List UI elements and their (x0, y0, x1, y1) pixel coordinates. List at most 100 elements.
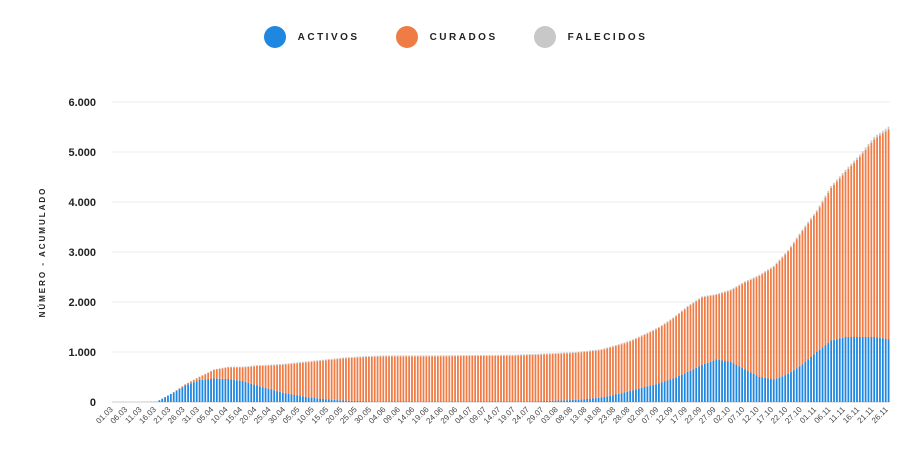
bar-falecidos (772, 265, 775, 267)
bar-activos (264, 387, 267, 402)
bar-curados (749, 279, 752, 373)
bar-curados (873, 139, 876, 337)
bar-activos (368, 401, 370, 402)
bar-curados (569, 353, 571, 401)
bar-falecidos (752, 277, 755, 279)
bar-activos (792, 370, 795, 402)
bar-activos (735, 365, 738, 402)
bar-curados (290, 363, 293, 395)
legend-item-curados[interactable]: CURADOS (395, 26, 498, 48)
bar-falecidos (778, 259, 781, 261)
bar-activos (815, 352, 818, 402)
bar-falecidos (528, 354, 531, 355)
bar-activos (304, 396, 307, 402)
x-tick-label: 26.11 (870, 405, 890, 425)
bar-activos (534, 401, 537, 402)
bar-activos (192, 382, 195, 402)
bar-curados (302, 362, 304, 397)
bar-activos (617, 393, 620, 402)
bar-falecidos (867, 143, 870, 147)
bar-activos (629, 391, 632, 402)
bar-falecidos (508, 354, 511, 356)
bar-curados (184, 384, 187, 386)
bar-falecidos (769, 267, 772, 269)
bar-falecidos (583, 351, 586, 352)
bar-falecidos (660, 325, 663, 327)
bar-falecidos (482, 354, 485, 356)
bar-curados (772, 267, 775, 380)
bar-falecidos (213, 369, 215, 370)
bar-falecidos (603, 348, 606, 350)
bar-activos (370, 401, 373, 402)
bar-falecidos (729, 289, 732, 291)
bar-falecidos (813, 214, 815, 216)
bar-activos (594, 398, 597, 402)
bar-falecidos (293, 362, 296, 364)
bar-curados (459, 356, 462, 402)
bar-curados (548, 354, 551, 401)
bar-falecidos (703, 295, 706, 297)
bar-curados (256, 366, 258, 386)
bar-activos (879, 338, 881, 402)
bar-curados (790, 247, 792, 373)
bar-curados (362, 357, 365, 402)
legend-item-falecidos[interactable]: FALECIDOS (533, 26, 648, 48)
bar-activos (749, 372, 752, 402)
bar-curados (637, 337, 640, 389)
bar-falecidos (459, 355, 462, 357)
bar-activos (485, 401, 488, 402)
bar-activos (347, 400, 350, 402)
bar-falecidos (554, 352, 557, 354)
bar-falecidos (706, 295, 709, 297)
bar-falecidos (416, 355, 419, 357)
y-tick-label: 2.000 (68, 297, 96, 309)
bar-curados (735, 287, 738, 365)
bar-activos (207, 379, 210, 402)
bar-falecidos (747, 280, 749, 282)
bar-curados (537, 354, 540, 402)
bar-activos (514, 401, 517, 402)
bar-activos (712, 360, 715, 402)
bar-activos (362, 401, 365, 402)
bar-curados (833, 184, 835, 340)
bar-activos (640, 387, 643, 402)
bar-falecidos (327, 359, 330, 360)
bar-falecidos (784, 253, 787, 255)
bar-activos (213, 378, 215, 402)
bar-falecidos (698, 298, 700, 300)
bar-activos (787, 374, 789, 402)
bar-curados (451, 356, 454, 402)
bar-curados (198, 377, 201, 380)
bar-curados (465, 356, 468, 402)
legend: ACTIVOS CURADOS FALECIDOS (0, 26, 911, 48)
legend-item-activos[interactable]: ACTIVOS (263, 26, 360, 48)
bar-activos (798, 366, 801, 402)
bar-falecidos (494, 354, 497, 356)
bar-activos (583, 399, 586, 402)
bar-activos (531, 401, 534, 402)
bar-curados (609, 347, 611, 396)
bar-curados (388, 356, 390, 402)
bar-falecidos (256, 365, 258, 366)
bar-falecidos (396, 355, 399, 357)
y-tick-label: 5.000 (68, 147, 96, 159)
bar-curados (218, 369, 221, 379)
bar-activos (296, 395, 299, 402)
bar-activos (273, 390, 276, 402)
bar-activos (729, 362, 732, 402)
bar-falecidos (617, 344, 620, 346)
bar-falecidos (540, 353, 543, 355)
bar-activos (238, 380, 241, 402)
bar-curados (571, 353, 574, 400)
bar-activos (299, 396, 301, 402)
bar-curados (327, 360, 330, 400)
bar-curados (379, 356, 382, 402)
bar-curados (858, 157, 861, 337)
bar-activos (675, 377, 678, 402)
bar-curados (190, 381, 192, 384)
bar-activos (821, 347, 824, 402)
bar-activos (824, 345, 827, 402)
bar-curados (350, 357, 353, 401)
bar-curados (540, 354, 543, 402)
bar-curados (870, 143, 873, 337)
